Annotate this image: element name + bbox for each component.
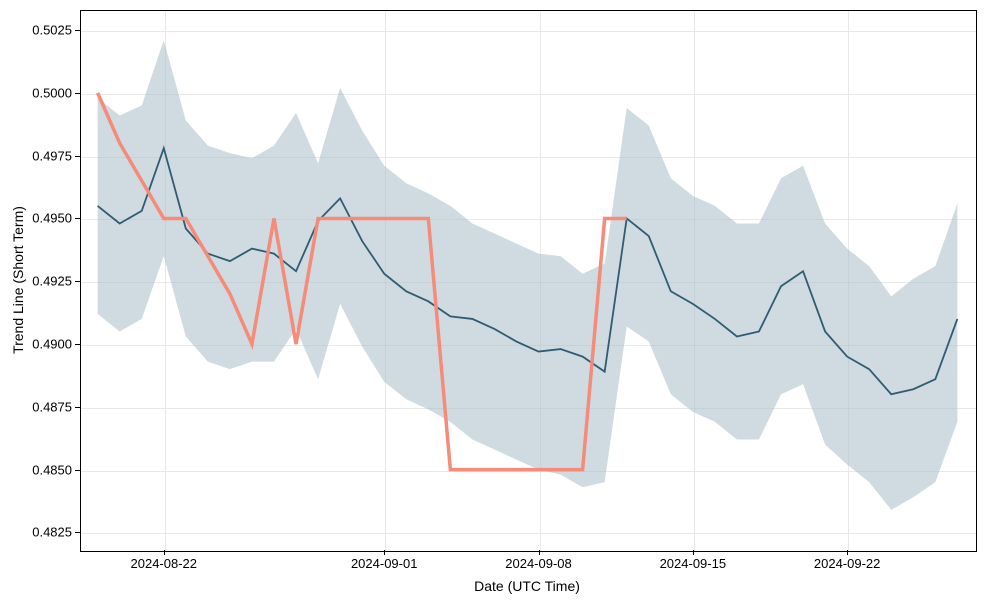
y-tick-label: 0.5025 (32, 23, 72, 38)
x-tick-mark (693, 550, 694, 555)
confidence-band (98, 40, 958, 510)
chart-svg (80, 10, 975, 550)
y-tick-label: 0.4925 (32, 274, 72, 289)
x-tick-mark (539, 550, 540, 555)
x-tick-mark (847, 550, 848, 555)
y-tick-mark (75, 93, 80, 94)
y-tick-label: 0.4850 (32, 462, 72, 477)
x-tick-label: 2024-08-22 (131, 556, 198, 571)
x-tick-label: 2024-09-01 (351, 556, 418, 571)
x-tick-label: 2024-09-08 (505, 556, 572, 571)
chart-container: 0.4825 0.4850 0.4875 0.4900 0.4925 0.4950 0.49… (0, 0, 1000, 600)
y-tick-mark (75, 281, 80, 282)
y-tick-label: 0.4975 (32, 148, 72, 163)
y-tick-label: 0.4825 (32, 525, 72, 540)
x-tick-label: 2024-09-15 (660, 556, 727, 571)
y-tick-label: 0.5000 (32, 85, 72, 100)
y-tick-label: 0.4950 (32, 211, 72, 226)
x-tick-mark (164, 550, 165, 555)
y-tick-mark (75, 344, 80, 345)
y-tick-mark (75, 156, 80, 157)
x-tick-mark (384, 550, 385, 555)
y-tick-label: 0.4900 (32, 337, 72, 352)
y-tick-mark (75, 407, 80, 408)
x-axis-label: Date (UTC Time) (474, 578, 580, 594)
y-tick-mark (75, 218, 80, 219)
y-tick-mark (75, 30, 80, 31)
y-tick-mark (75, 532, 80, 533)
y-tick-label: 0.4875 (32, 399, 72, 414)
y-tick-mark (75, 470, 80, 471)
y-axis-label: Trend Line (Short Term) (10, 206, 26, 354)
x-tick-label: 2024-09-22 (814, 556, 881, 571)
